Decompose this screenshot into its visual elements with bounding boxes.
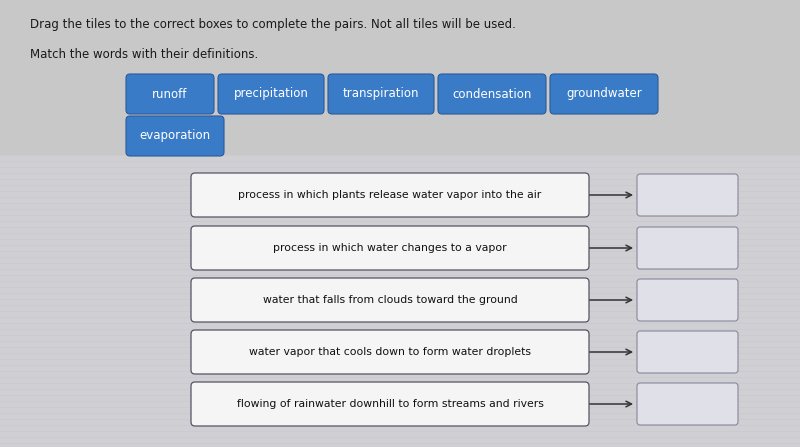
FancyBboxPatch shape <box>637 331 738 373</box>
FancyBboxPatch shape <box>637 174 738 216</box>
FancyBboxPatch shape <box>126 74 214 114</box>
FancyBboxPatch shape <box>550 74 658 114</box>
Text: water vapor that cools down to form water droplets: water vapor that cools down to form wate… <box>249 347 531 357</box>
Text: precipitation: precipitation <box>234 88 309 101</box>
Text: runoff: runoff <box>152 88 188 101</box>
Text: flowing of rainwater downhill to form streams and rivers: flowing of rainwater downhill to form st… <box>237 399 543 409</box>
Text: process in which plants release water vapor into the air: process in which plants release water va… <box>238 190 542 200</box>
Text: process in which water changes to a vapor: process in which water changes to a vapo… <box>273 243 507 253</box>
Text: groundwater: groundwater <box>566 88 642 101</box>
FancyBboxPatch shape <box>637 227 738 269</box>
FancyBboxPatch shape <box>191 226 589 270</box>
Text: Drag the tiles to the correct boxes to complete the pairs. Not all tiles will be: Drag the tiles to the correct boxes to c… <box>30 18 516 31</box>
FancyBboxPatch shape <box>218 74 324 114</box>
FancyBboxPatch shape <box>191 382 589 426</box>
FancyBboxPatch shape <box>637 279 738 321</box>
FancyBboxPatch shape <box>191 278 589 322</box>
Text: water that falls from clouds toward the ground: water that falls from clouds toward the … <box>262 295 518 305</box>
Text: evaporation: evaporation <box>139 130 210 143</box>
Text: condensation: condensation <box>452 88 532 101</box>
FancyBboxPatch shape <box>637 383 738 425</box>
FancyBboxPatch shape <box>126 116 224 156</box>
FancyBboxPatch shape <box>328 74 434 114</box>
Text: transpiration: transpiration <box>342 88 419 101</box>
FancyBboxPatch shape <box>191 330 589 374</box>
Text: Match the words with their definitions.: Match the words with their definitions. <box>30 48 258 61</box>
Bar <box>0 155 800 447</box>
FancyBboxPatch shape <box>191 173 589 217</box>
FancyBboxPatch shape <box>438 74 546 114</box>
